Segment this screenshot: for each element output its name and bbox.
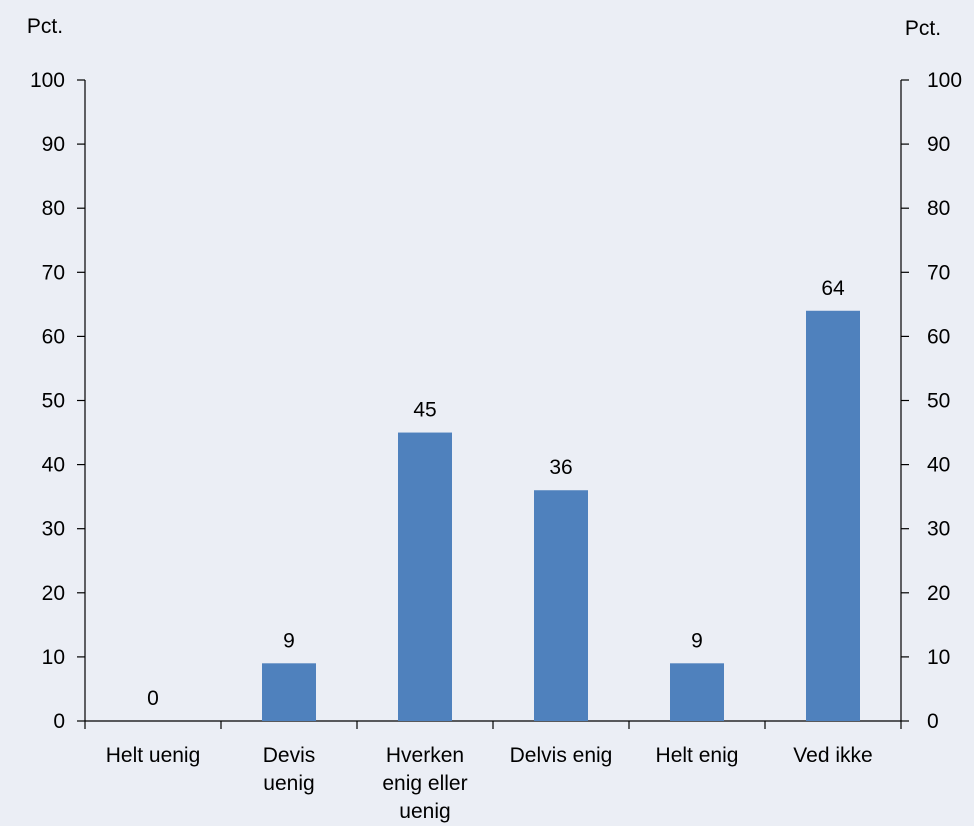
data-label: 36 — [549, 456, 572, 479]
y-tick-label-left: 30 — [42, 518, 65, 541]
bar — [806, 310, 860, 721]
y-tick-label-right: 60 — [927, 325, 950, 348]
x-tick-label: uenig — [399, 800, 450, 823]
y-tick-label-right: 70 — [927, 261, 950, 284]
x-tick-label: Delvis enig — [510, 744, 613, 767]
y-tick-label-right: 80 — [927, 197, 950, 220]
y-tick-label-left: 100 — [30, 69, 65, 92]
labels-group: Pct. Pct. 0 Helt uenig 9 Devis uenig 45 Hverken e… — [27, 15, 941, 823]
y-tick-label-right: 20 — [927, 582, 950, 605]
y-tick-label-right: 90 — [927, 133, 950, 156]
y-tick-label-right: 0 — [927, 710, 939, 733]
y-tick-label-left: 0 — [53, 710, 65, 733]
y-tick-label-left: 20 — [42, 582, 65, 605]
x-tick-label: Ved ikke — [793, 744, 872, 767]
bar — [534, 490, 588, 721]
y-tick-label-left: 50 — [42, 390, 65, 413]
y-tick-label-left: 80 — [42, 197, 65, 220]
x-tick-label: uenig — [263, 772, 314, 795]
y-tick-label-left: 60 — [42, 325, 65, 348]
y-tick-label-right: 50 — [927, 390, 950, 413]
x-tick-label: Hverken — [386, 744, 464, 767]
data-label: 64 — [821, 277, 845, 300]
x-tick-label: Helt uenig — [106, 744, 201, 767]
bar — [398, 432, 452, 721]
y-axis-left-unit: Pct. — [27, 15, 63, 38]
x-tick-label: Devis — [263, 744, 316, 767]
data-label: 9 — [691, 629, 703, 652]
y-tick-label-right: 10 — [927, 646, 950, 669]
y-tick-label-right: 30 — [927, 518, 950, 541]
data-label: 9 — [283, 629, 295, 652]
y-tick-label-right: 40 — [927, 454, 950, 477]
bars-group — [262, 310, 860, 721]
x-tick-label: enig eller — [382, 772, 467, 795]
y-tick-label-left: 70 — [42, 261, 65, 284]
bar — [670, 663, 724, 721]
bar — [262, 663, 316, 721]
data-label: 0 — [147, 687, 159, 710]
data-label: 45 — [413, 399, 436, 422]
y-axis-right-unit: Pct. — [905, 17, 941, 40]
x-tick-label: Helt enig — [656, 744, 739, 767]
y-tick-label-right: 100 — [927, 69, 962, 92]
y-tick-label-left: 10 — [42, 646, 65, 669]
y-tick-label-left: 90 — [42, 133, 65, 156]
y-tick-label-left: 40 — [42, 454, 65, 477]
